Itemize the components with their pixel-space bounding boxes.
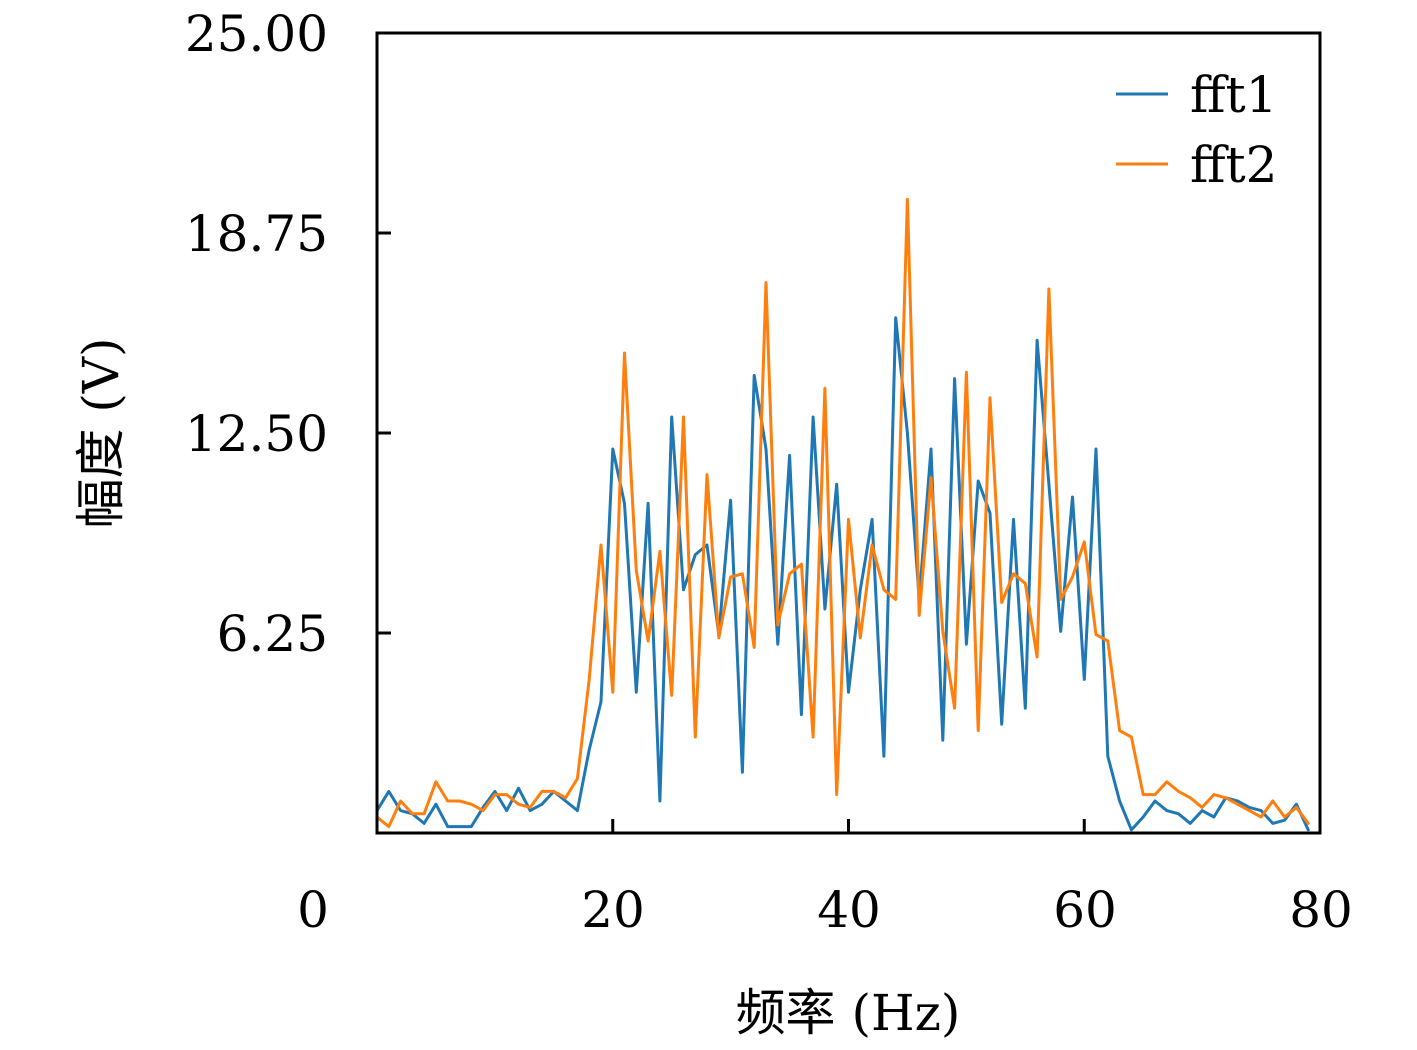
tick-layer: 6.25 12.50 18.75 25.00 0 20 40 60 80 <box>185 5 1353 939</box>
plot-layer <box>375 197 1310 832</box>
x-tick-label: 0 <box>297 881 329 939</box>
x-tick-label: 40 <box>817 881 881 939</box>
x-tick-label: 80 <box>1289 881 1353 939</box>
series-line-fft1 <box>375 316 1310 832</box>
y-tick-label: 6.25 <box>217 605 328 663</box>
legend: fft1 fft2 <box>1116 66 1277 194</box>
y-axis-title: 幅度 (V) <box>72 337 130 528</box>
y-tick-label: 25.00 <box>185 5 328 63</box>
legend-label-fft1: fft1 <box>1190 66 1277 124</box>
x-axis-title: 频率 (Hz) <box>736 984 961 1042</box>
legend-label-fft2: fft2 <box>1190 136 1277 194</box>
plot-frame <box>375 31 1322 835</box>
series-line-fft2 <box>375 197 1310 829</box>
x-tick-label: 20 <box>581 881 645 939</box>
x-tick-label: 60 <box>1053 881 1117 939</box>
y-tick-label: 18.75 <box>185 205 328 263</box>
y-tick-label: 12.50 <box>185 405 328 463</box>
